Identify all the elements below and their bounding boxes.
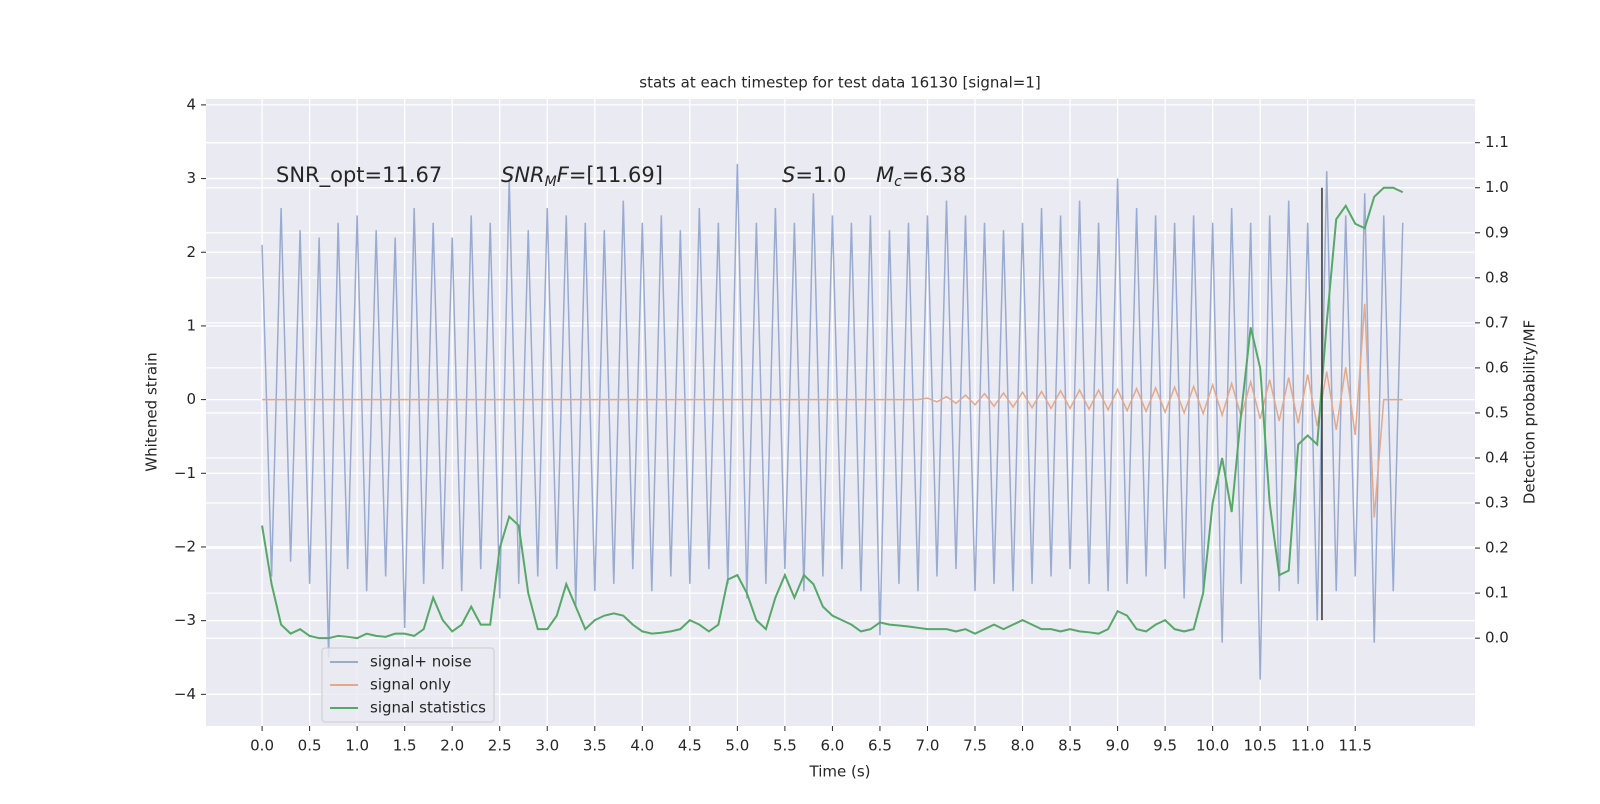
x-tick-label: 10.0 (1196, 737, 1229, 755)
legend-label: signal+ noise (370, 653, 472, 671)
annotation-part: =[11.69] (569, 163, 663, 187)
y-tick-label: −3 (174, 611, 196, 629)
y2-tick-label: 0.9 (1485, 223, 1509, 241)
annotation: S=1.0 (782, 163, 846, 187)
x-tick-label: 1.5 (393, 737, 417, 755)
x-axis-label: Time (s) (809, 763, 871, 781)
series-line (262, 303, 1403, 518)
y2-tick-label: 0.2 (1485, 539, 1509, 557)
x-tick-label: 7.5 (963, 737, 987, 755)
x-tick-label: 2.5 (488, 737, 512, 755)
y2-tick-label: 0.4 (1485, 448, 1509, 466)
x-tick-label: 3.0 (535, 737, 559, 755)
x-tick-label: 11.0 (1291, 737, 1324, 755)
annotation-part: c (894, 174, 902, 190)
x-tick-label: 9.0 (1106, 737, 1130, 755)
y2-tick-label: 0.0 (1485, 629, 1509, 647)
y2-tick-label: 0.3 (1485, 494, 1509, 512)
annotation-part: F (557, 163, 570, 187)
y-tick-label: 3 (186, 169, 196, 187)
y-tick-label: 1 (186, 316, 196, 334)
legend: signal+ noise signal only signal statistic… (321, 647, 495, 723)
legend-box (321, 647, 495, 723)
y2-tick-label: 0.5 (1485, 403, 1509, 421)
marks (261, 163, 1404, 680)
annotation: SNR_opt=11.67 (276, 163, 442, 188)
legend-label: signal only (370, 676, 451, 694)
y2-tick-label: 0.7 (1485, 313, 1509, 331)
x-tick-label: 9.5 (1153, 737, 1177, 755)
x-tick-label: 11.5 (1339, 737, 1372, 755)
x-tick-label: 0.5 (298, 737, 322, 755)
x-tick-label: 0.0 (250, 737, 274, 755)
series-line (261, 163, 1404, 680)
y2-axis-label: Detection probability/MF (1521, 320, 1539, 504)
annotation-part: S (782, 163, 795, 187)
y-tick-label: −4 (174, 685, 196, 703)
legend-label: signal statistics (370, 699, 486, 717)
y2-tick-label: 1.0 (1485, 178, 1509, 196)
y2-tick-label: 1.1 (1485, 133, 1509, 151)
x-tick-label: 8.0 (1011, 737, 1035, 755)
y-tick-label: 4 (186, 95, 196, 113)
series-line (261, 186, 1404, 640)
y2-tick-label: 0.1 (1485, 584, 1509, 602)
y2-tick-label: 0.8 (1485, 268, 1509, 286)
x-tick-label: 1.0 (345, 737, 369, 755)
y-axis-label: Whitened strain (143, 352, 161, 471)
annotation-part: M (545, 174, 557, 190)
y-tick-label: 2 (186, 243, 196, 261)
y-tick-label: 0 (186, 390, 196, 408)
y-tick-label: −1 (174, 464, 196, 482)
x-tick-label: 6.0 (820, 737, 844, 755)
x-tick-label: 4.5 (678, 737, 702, 755)
x-tick-label: 5.5 (773, 737, 797, 755)
annotation-part: =6.38 (902, 163, 966, 187)
x-tick-label: 5.0 (725, 737, 749, 755)
x-tick-label: 3.5 (583, 737, 607, 755)
x-tick-label: 7.0 (916, 737, 940, 755)
x-tick-label: 6.5 (868, 737, 892, 755)
annotation-part: =1.0 (795, 163, 846, 187)
x-tick-label: 4.0 (630, 737, 654, 755)
y2-tick-label: 0.6 (1485, 358, 1509, 376)
annotation: Mc=6.38 (876, 163, 966, 190)
x-tick-label: 8.5 (1058, 737, 1082, 755)
annotation-part: M (876, 163, 894, 187)
y-tick-label: −2 (174, 537, 196, 555)
x-tick-label: 2.0 (440, 737, 464, 755)
annotation-part: SNR (501, 163, 545, 187)
chart-title: stats at each timestep for test data 161… (639, 74, 1040, 92)
annotation-part: SNR_opt=11.67 (276, 163, 442, 188)
annotation: SNRMF=[11.69] (501, 163, 663, 190)
x-tick-label: 10.5 (1243, 737, 1276, 755)
